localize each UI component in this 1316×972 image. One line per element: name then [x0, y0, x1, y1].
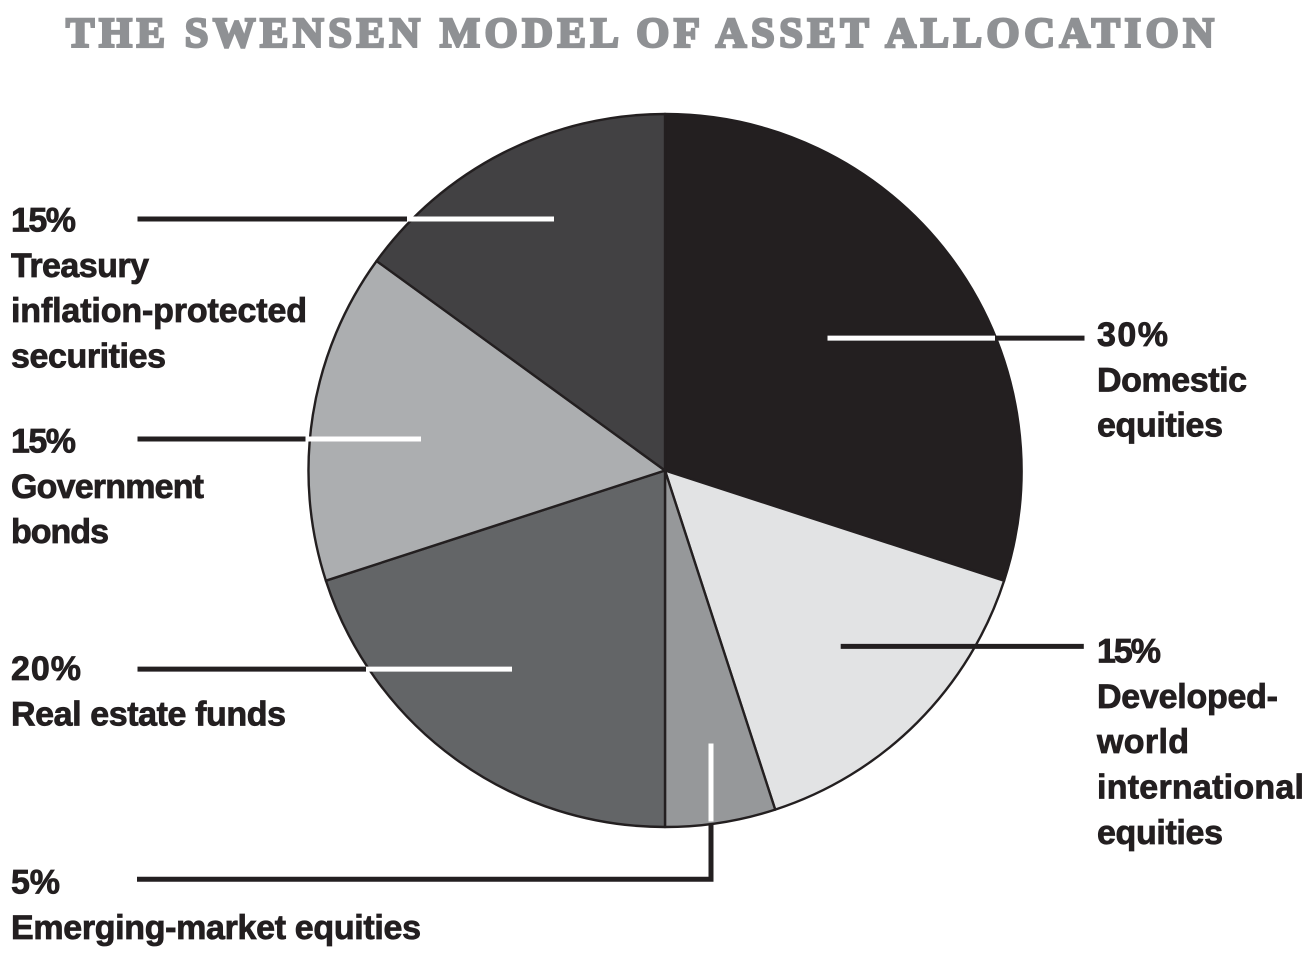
svg-text:Government: Government	[11, 468, 204, 506]
svg-text:international: international	[1097, 769, 1304, 807]
svg-text:securities: securities	[11, 337, 166, 375]
svg-text:5%: 5%	[11, 864, 60, 902]
svg-text:20%: 20%	[11, 650, 81, 688]
svg-text:15%: 15%	[1097, 633, 1161, 671]
svg-text:Domestic: Domestic	[1097, 361, 1247, 399]
svg-text:Treasury: Treasury	[11, 247, 149, 285]
svg-text:bonds: bonds	[11, 513, 109, 551]
svg-text:Emerging-market equities: Emerging-market equities	[11, 909, 421, 947]
svg-text:THE SWENSEN MODEL OF ASSET ALL: THE SWENSEN MODEL OF ASSET ALLOCATION	[66, 10, 1214, 57]
svg-text:Developed-: Developed-	[1097, 678, 1278, 716]
svg-text:15%: 15%	[11, 202, 76, 240]
svg-text:Real estate funds: Real estate funds	[11, 695, 286, 733]
svg-text:15%: 15%	[11, 423, 76, 461]
svg-text:30%: 30%	[1097, 316, 1168, 354]
svg-text:equities: equities	[1097, 407, 1223, 445]
svg-text:equities: equities	[1097, 814, 1223, 852]
svg-text:world: world	[1096, 723, 1189, 761]
svg-text:inflation-protected: inflation-protected	[11, 292, 307, 330]
